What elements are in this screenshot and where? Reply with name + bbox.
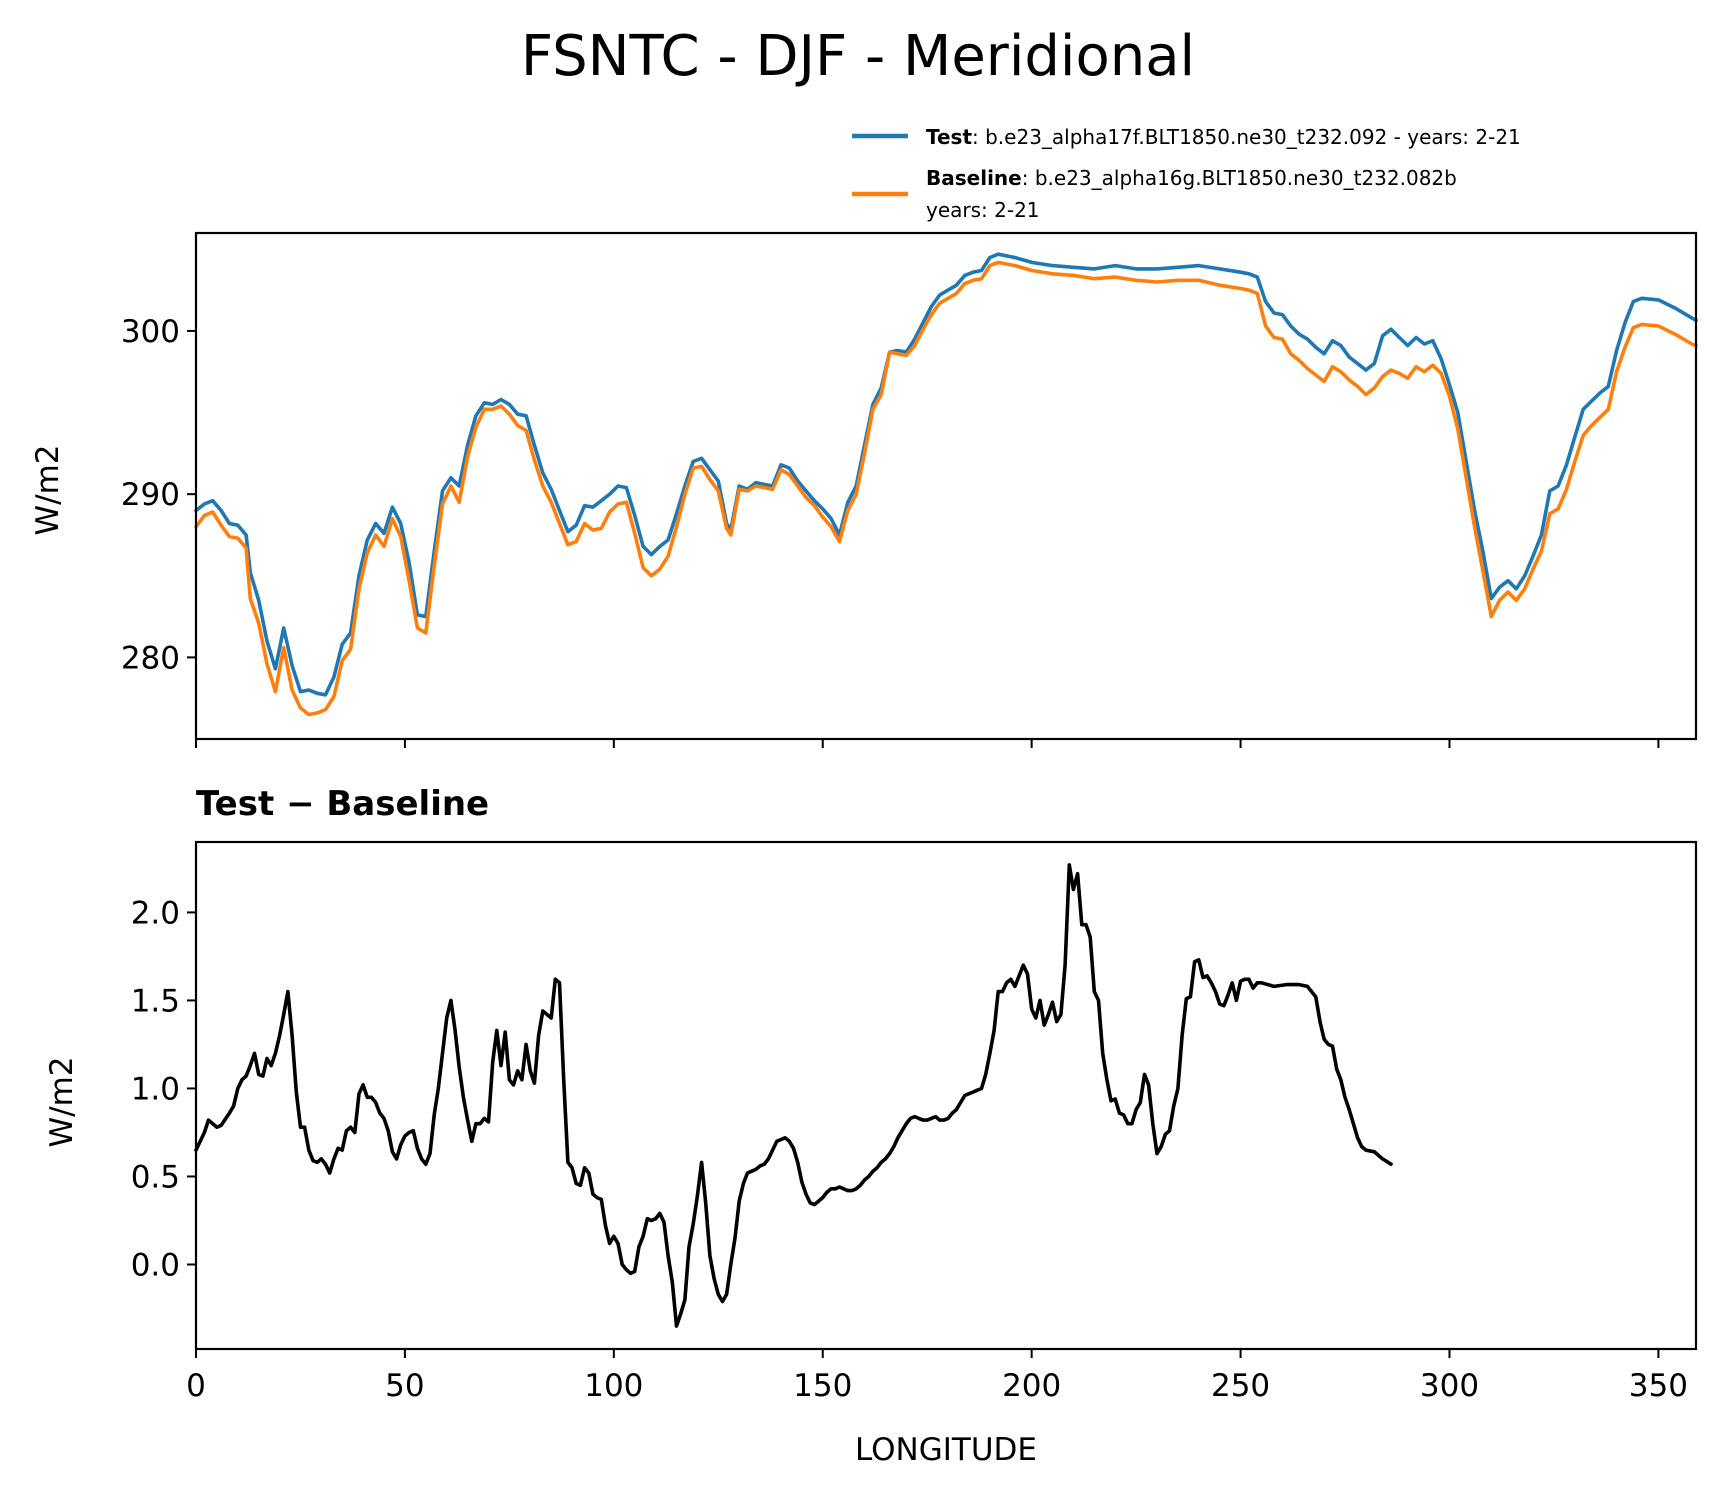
bottom-y-tick-label: 2.0 [131, 895, 180, 931]
bottom-x-tick-label: 250 [1211, 1368, 1270, 1404]
top-axis-ticks: 280 290 300 [121, 314, 1660, 748]
bottom-y-tick-label: 0.0 [131, 1248, 180, 1284]
chart-title: FSNTC - DJF - Meridional [521, 24, 1195, 89]
bottom-series-test-baseline [194, 863, 1393, 1328]
top-y-tick-label: 300 [121, 314, 180, 350]
top-y-tick-label: 290 [121, 477, 180, 513]
bottom-x-tick-label: 350 [1629, 1368, 1688, 1404]
top-y-tick-label: 280 [121, 640, 180, 676]
legend-label-baseline-text: : b.e23_alpha16g.BLT1850.ne30_t232.082b [1022, 166, 1457, 190]
top-panel: W/m2 280 290 300 [30, 231, 1698, 748]
bottom-series-group [194, 863, 1393, 1328]
top-series-group [194, 252, 1698, 717]
legend-label-baseline-bold: Baseline [926, 166, 1022, 190]
bottom-axis-ticks: 0.0 0.5 1.0 1.5 2.0 0 50 100 150 200 250 300 350 [131, 895, 1688, 1404]
bottom-x-tick-label: 200 [1002, 1368, 1061, 1404]
bottom-x-tick-label: 0 [186, 1368, 206, 1404]
bottom-panel: W/m2 0.0 0.5 1.0 1.5 2.0 0 50 100 150 200 250 300 35… [44, 840, 1698, 1468]
bottom-y-axis-label: W/m2 [44, 1056, 80, 1147]
bottom-y-tick-label: 1.0 [131, 1071, 180, 1107]
difference-panel-title: Test − Baseline [196, 784, 489, 824]
legend-label-baseline-line2: years: 2-21 [926, 198, 1040, 222]
x-axis-label: LONGITUDE [855, 1432, 1037, 1468]
legend-label-test-text: : b.e23_alpha17f.BLT1850.ne30_t232.092 -… [972, 125, 1521, 149]
bottom-x-tick-label: 300 [1420, 1368, 1479, 1404]
bottom-axes-frame [194, 840, 1698, 1351]
legend-label-test: Test: b.e23_alpha17f.BLT1850.ne30_t232.0… [926, 125, 1521, 149]
legend: Test: b.e23_alpha17f.BLT1850.ne30_t232.0… [852, 125, 1521, 222]
legend-label-test-bold: Test [926, 125, 972, 149]
top-series-baseline [194, 260, 1698, 717]
bottom-x-tick-label: 100 [584, 1368, 643, 1404]
bottom-y-tick-label: 1.5 [131, 983, 180, 1019]
bottom-x-tick-label: 150 [793, 1368, 852, 1404]
bottom-y-tick-label: 0.5 [131, 1159, 180, 1195]
top-axes-frame [194, 231, 1698, 741]
bottom-x-tick-label: 50 [385, 1368, 424, 1404]
top-y-axis-label: W/m2 [30, 444, 66, 535]
legend-label-baseline: Baseline: b.e23_alpha16g.BLT1850.ne30_t2… [926, 166, 1457, 190]
